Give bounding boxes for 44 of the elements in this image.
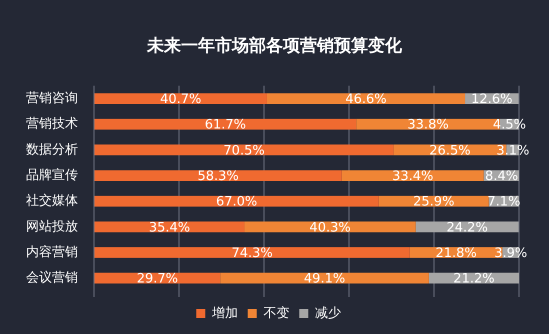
bar	[94, 144, 394, 156]
data-label: 40.7%	[160, 92, 202, 107]
bar	[94, 118, 356, 130]
data-label: 12.6%	[471, 92, 512, 107]
chart-title: 未来一年市场部各项营销预算变化	[146, 35, 403, 57]
legend-label: 不变	[263, 306, 290, 321]
legend-label: 减少	[314, 306, 341, 321]
y-tick-label: 社交媒体	[26, 192, 78, 209]
data-label: 33.8%	[407, 118, 449, 133]
data-label: 26.5%	[429, 143, 471, 158]
y-tick-label: 内容营销	[26, 244, 78, 260]
y-tick-label: 品牌宣传	[26, 166, 78, 183]
legend-label: 增加	[210, 306, 238, 321]
y-tick-label: 会议营销	[26, 270, 78, 286]
bar	[94, 93, 267, 104]
data-label: 61.7%	[204, 118, 246, 133]
y-tick-label: 网站投放	[26, 219, 78, 234]
bar	[220, 272, 429, 284]
bar	[94, 221, 244, 232]
data-label: 25.9%	[413, 194, 454, 210]
bar	[266, 93, 466, 104]
bar	[94, 170, 342, 181]
data-label: 58.3%	[197, 168, 239, 184]
y-tick-label: 营销技术	[26, 116, 78, 132]
data-label: 35.4%	[148, 220, 190, 236]
data-label: 70.5%	[223, 143, 265, 158]
data-label: 29.7%	[136, 272, 178, 287]
data-label: 67.0%	[216, 194, 258, 210]
data-label: 40.3%	[309, 220, 351, 236]
bar	[342, 170, 484, 181]
data-label: 21.2%	[453, 272, 495, 287]
data-label: 21.8%	[435, 246, 477, 261]
data-label: 3.1%	[496, 143, 530, 158]
bar	[94, 196, 379, 207]
y-tick-label: 营销咨询	[26, 91, 78, 106]
data-label: 49.1%	[304, 272, 346, 287]
data-label: 74.3%	[231, 246, 273, 261]
data-label: 8.4%	[485, 168, 518, 184]
data-label: 46.6%	[345, 92, 387, 107]
data-label: 33.4%	[392, 168, 434, 184]
bar	[244, 221, 416, 232]
bar	[94, 247, 410, 258]
data-label: 24.2%	[446, 220, 488, 236]
y-tick-label: 数据分析	[26, 142, 78, 158]
